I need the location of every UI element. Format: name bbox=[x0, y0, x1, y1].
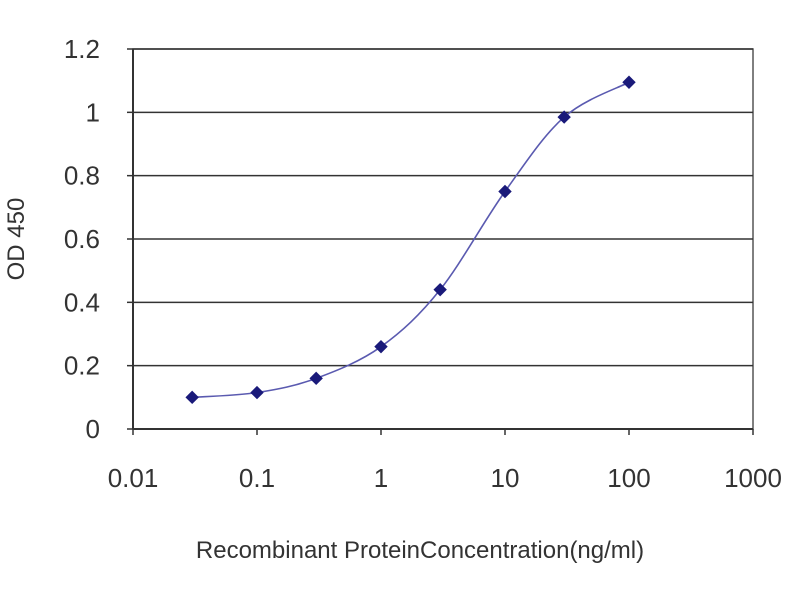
x-tick-label: 10 bbox=[491, 463, 520, 493]
data-point-4 bbox=[433, 282, 447, 297]
data-point-3 bbox=[374, 339, 388, 354]
x-axis-title: Recombinant ProteinConcentration(ng/ml) bbox=[196, 537, 644, 564]
x-tick-label: 1000 bbox=[724, 463, 782, 493]
data-point-6 bbox=[557, 110, 571, 124]
data-point-5 bbox=[498, 184, 512, 199]
y-tick-labels: 0 0.2 0.4 0.6 0.8 1 1.2 bbox=[64, 34, 100, 444]
series-line bbox=[192, 81, 630, 399]
y-tick-label: 0.4 bbox=[64, 287, 100, 317]
series-line-0 bbox=[192, 81, 630, 399]
data-point-7 bbox=[622, 75, 636, 89]
x-tick-label: 1 bbox=[374, 463, 388, 493]
x-tick-label: 100 bbox=[607, 463, 650, 493]
y-tick-label: 0.6 bbox=[64, 224, 100, 254]
x-tick-labels: 0.01 0.1 1 10 100 1000 bbox=[108, 463, 782, 493]
x-tick-label: 0.1 bbox=[239, 463, 275, 493]
data-point-0 bbox=[185, 390, 199, 405]
gridlines bbox=[127, 48, 754, 435]
y-axis-title: OD 450 bbox=[3, 198, 30, 281]
x-tick-label: 0.01 bbox=[108, 463, 159, 493]
y-tick-label: 0.8 bbox=[64, 161, 100, 191]
data-point-2 bbox=[309, 371, 323, 386]
y-tick-label: 0 bbox=[86, 414, 100, 444]
y-tick-label: 1 bbox=[86, 97, 100, 127]
data-points bbox=[185, 75, 636, 405]
data-point-1 bbox=[250, 385, 264, 400]
axes bbox=[132, 49, 753, 430]
y-tick-label: 0.2 bbox=[64, 351, 100, 381]
y-tick-label: 1.2 bbox=[64, 34, 100, 64]
